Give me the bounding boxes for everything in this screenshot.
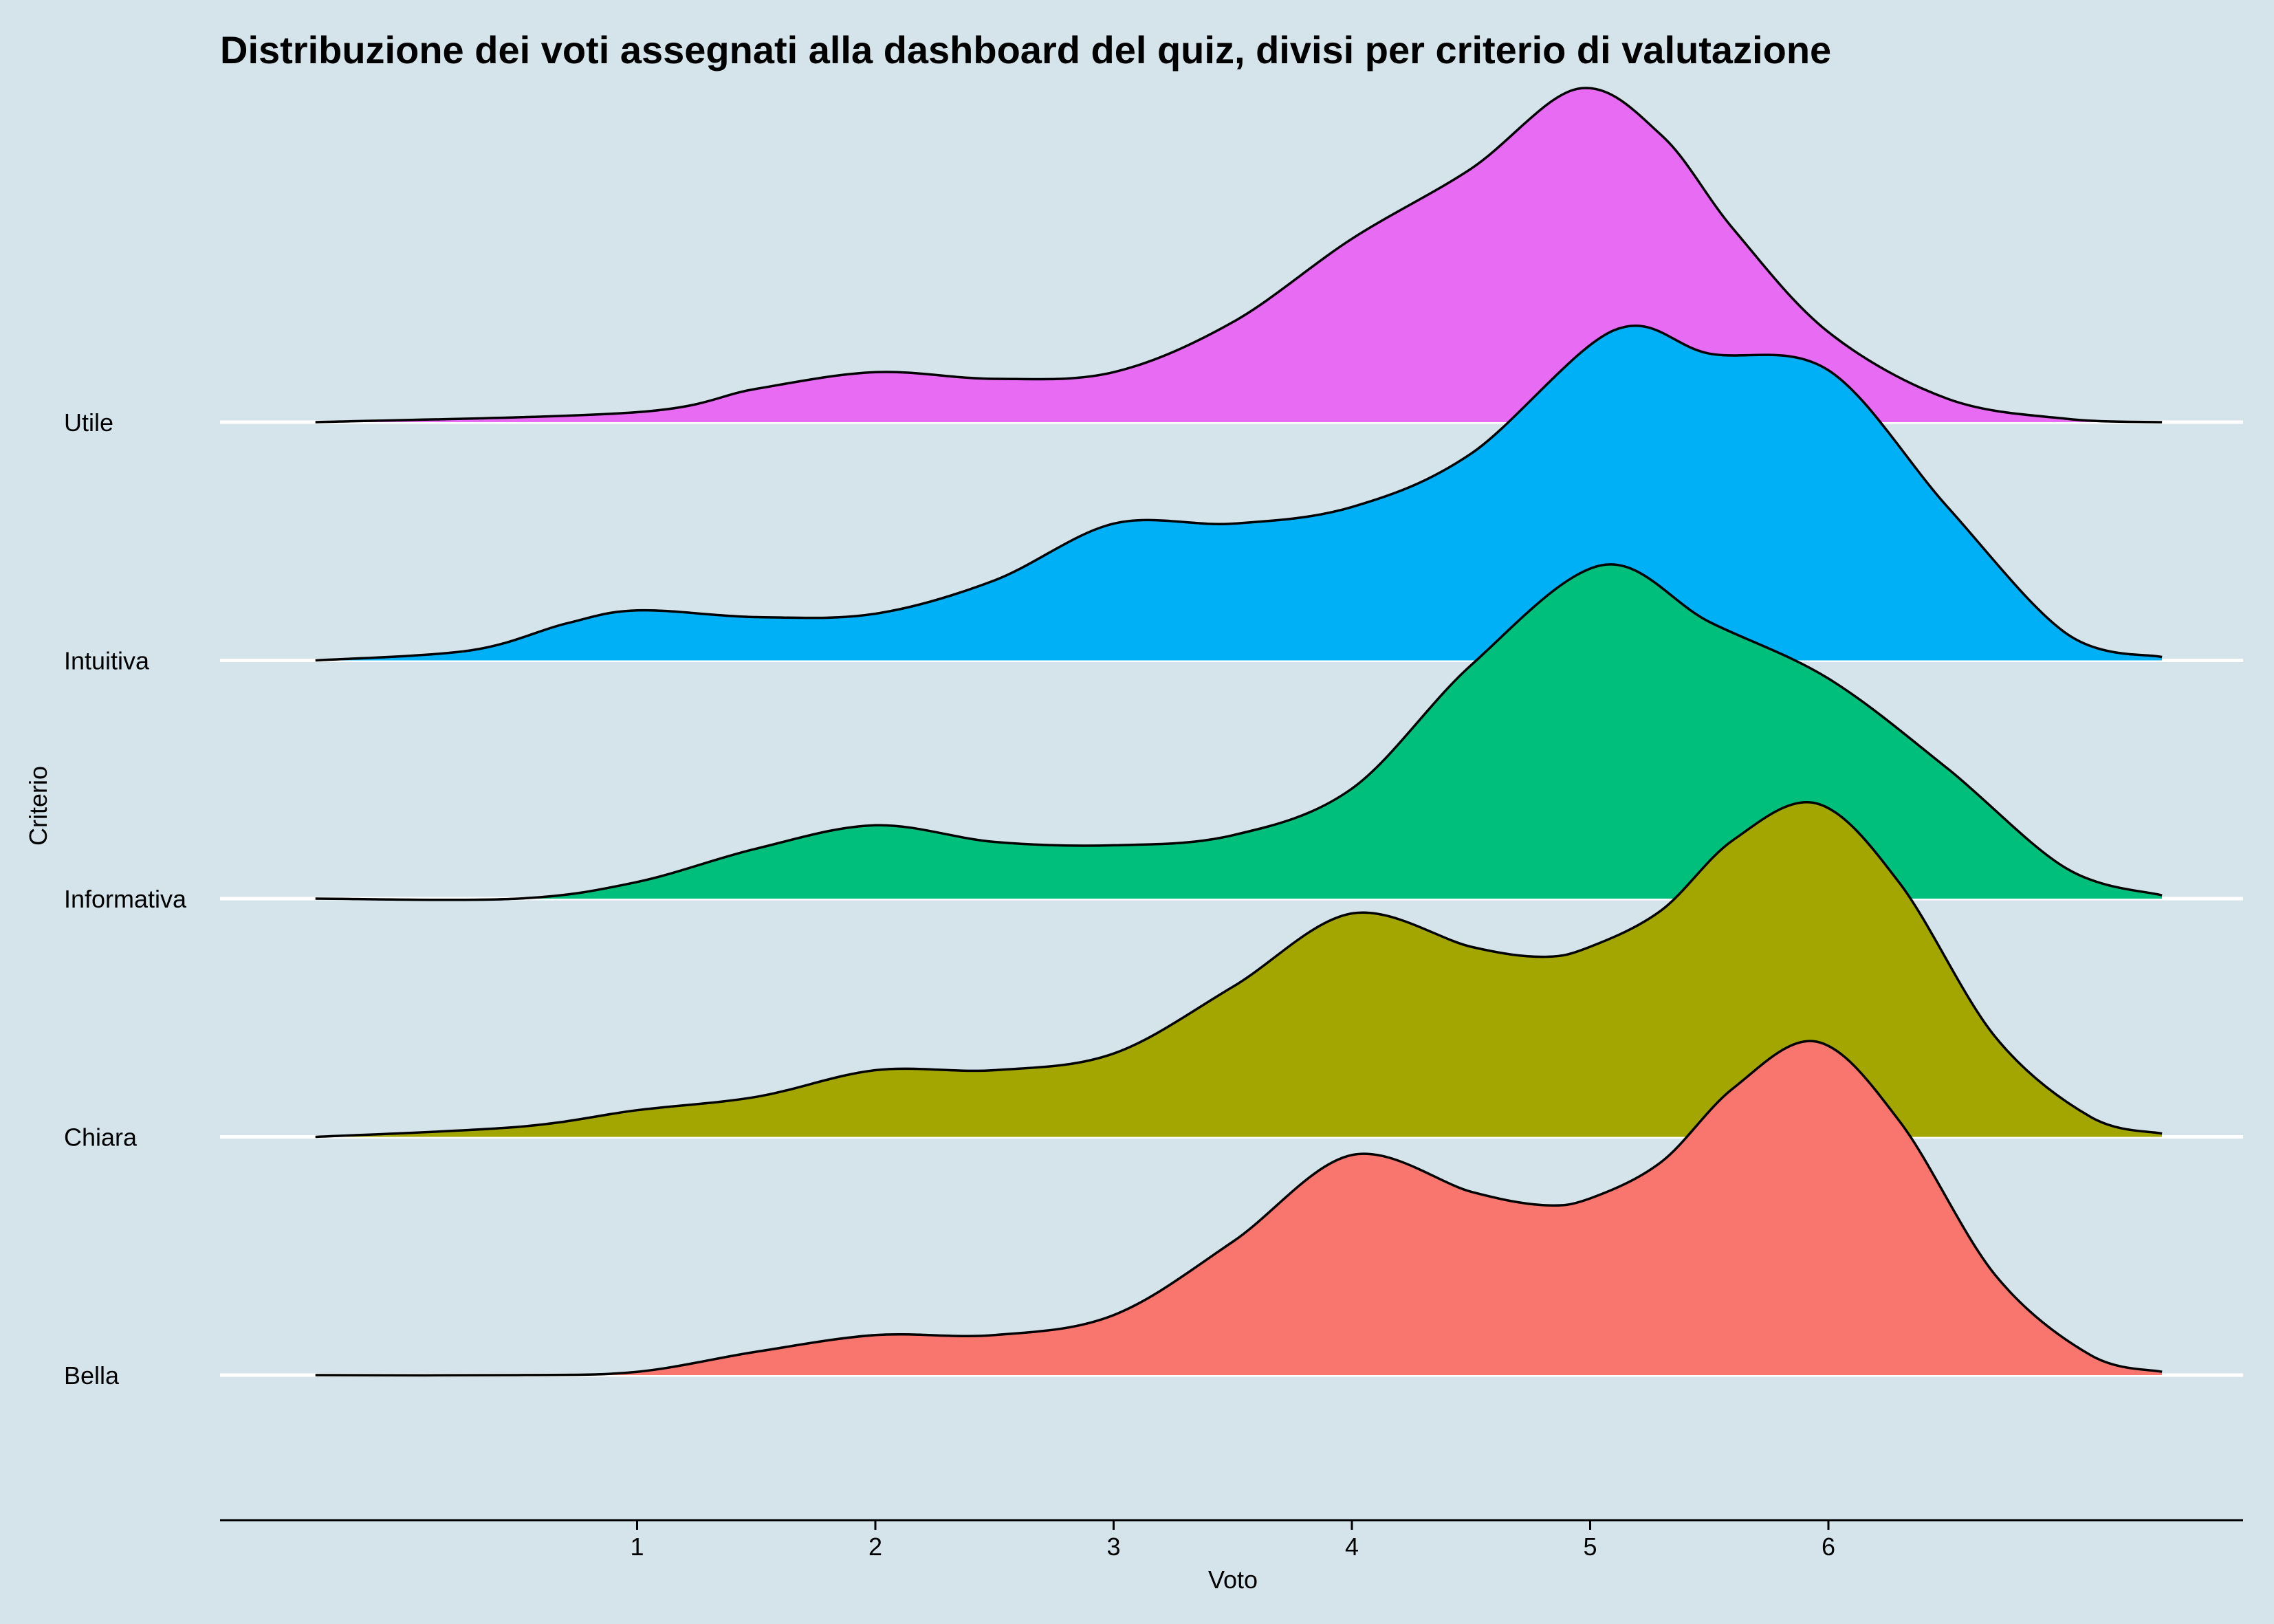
ridge-outline-bella xyxy=(315,1040,2163,1377)
y-label-bella: Bella xyxy=(64,1361,120,1390)
ridge-outline-intuitiva xyxy=(315,324,2163,662)
ridge-bella xyxy=(315,1040,2163,1377)
y-label-utile: Utile xyxy=(64,408,113,437)
x-tick-label-4: 4 xyxy=(1345,1533,1359,1561)
x-tick-label-1: 1 xyxy=(630,1533,644,1561)
ridge-chiara xyxy=(315,801,2163,1139)
x-tick-label-3: 3 xyxy=(1106,1533,1120,1561)
y-axis-labels: Bella Chiara Informativa Intuitiva Utile xyxy=(64,408,187,1390)
ridges xyxy=(315,87,2163,1377)
ridge-outline-chiara xyxy=(315,801,2163,1139)
x-tick-label-6: 6 xyxy=(1822,1533,1835,1561)
ridge-area-intuitiva xyxy=(315,325,2163,661)
ridge-area-utile xyxy=(315,87,2163,422)
y-label-intuitiva: Intuitiva xyxy=(64,647,150,675)
ridge-area-informativa xyxy=(315,564,2163,900)
x-tick-label-5: 5 xyxy=(1583,1533,1597,1561)
x-axis-label: Voto xyxy=(1208,1566,1258,1594)
ridge-utile xyxy=(315,87,2163,424)
ridge-informativa xyxy=(315,563,2163,901)
x-tick-label-2: 2 xyxy=(868,1533,882,1561)
ridge-intuitiva xyxy=(315,324,2163,662)
ridge-outline-utile xyxy=(315,87,2163,424)
ridge-area-chiara xyxy=(315,802,2163,1137)
ridge-outline-informativa xyxy=(315,563,2163,901)
x-axis-ticks: 1 2 3 4 5 6 xyxy=(630,1520,1835,1561)
chart-title: Distribuzione dei voti assegnati alla da… xyxy=(220,28,1831,72)
y-label-informativa: Informativa xyxy=(64,885,187,913)
y-axis-label: Criterio xyxy=(24,766,52,846)
y-label-chiara: Chiara xyxy=(64,1123,138,1152)
ridge-area-bella xyxy=(315,1041,2163,1376)
